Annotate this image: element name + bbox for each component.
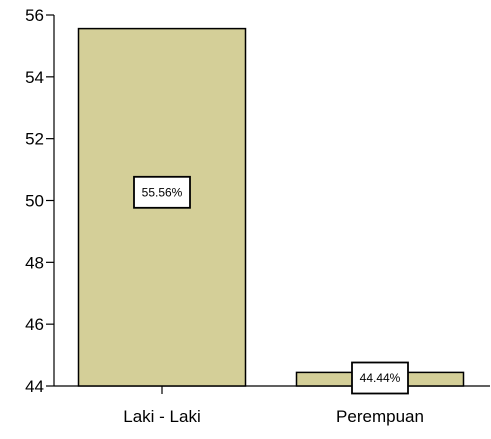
y-tick-label: 48 bbox=[25, 253, 44, 272]
y-axis: 44 46 48 50 52 54 56 bbox=[25, 6, 55, 396]
y-tick-label: 52 bbox=[25, 130, 44, 149]
data-label: 55.56% bbox=[142, 185, 183, 199]
data-label: 44.44% bbox=[360, 371, 401, 385]
x-tick-label: Perempuan bbox=[336, 407, 424, 426]
data-label-box bbox=[351, 361, 409, 395]
x-axis: Laki - Laki Perempuan bbox=[54, 385, 490, 426]
y-tick-label: 56 bbox=[25, 6, 44, 25]
y-tick-label: 44 bbox=[25, 377, 44, 396]
data-labels: 55.56% 44.44% bbox=[133, 175, 409, 395]
y-tick-label: 54 bbox=[25, 68, 44, 87]
data-label-box bbox=[133, 175, 191, 209]
x-tick-label: Laki - Laki bbox=[123, 407, 200, 426]
y-tick-label: 50 bbox=[25, 192, 44, 211]
y-tick-label: 46 bbox=[25, 315, 44, 334]
